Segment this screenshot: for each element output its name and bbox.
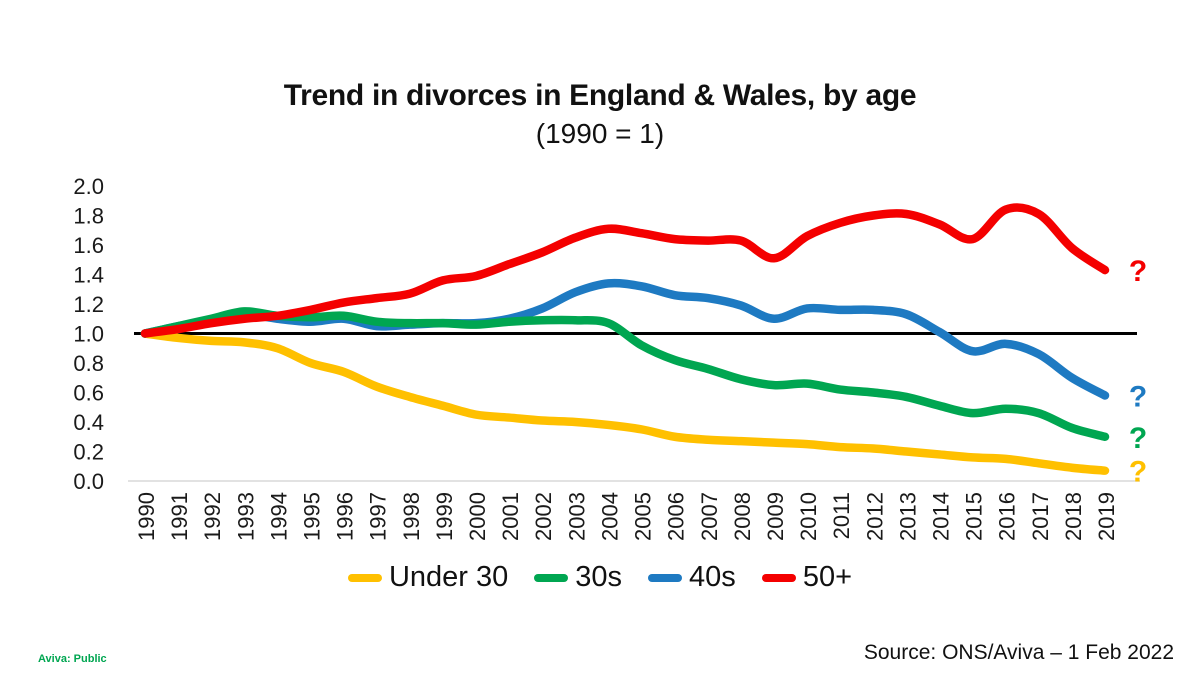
legend-item-30s: 30s (534, 561, 622, 594)
y-axis-label: 0.8 (73, 351, 104, 376)
x-axis-label: 2008 (730, 492, 755, 541)
question-mark-annotation-30s: ? (1129, 422, 1147, 455)
x-axis-label: 2017 (1028, 492, 1053, 541)
legend-swatch-50plus (761, 573, 796, 582)
x-axis-label: 2012 (862, 492, 887, 541)
x-axis-label: 1994 (266, 492, 291, 541)
y-axis-label: 2.0 (73, 174, 104, 199)
x-axis-label: 2018 (1061, 492, 1086, 541)
legend-item-50plus: 50+ (761, 561, 853, 594)
x-axis-label: 1991 (167, 492, 192, 541)
y-axis-label: 1.4 (73, 263, 104, 288)
legend-swatch-40s (648, 573, 683, 582)
legend-swatch-under-30 (347, 573, 382, 582)
legend-label-50plus: 50+ (802, 561, 853, 593)
x-axis-label: 2001 (498, 492, 523, 541)
source-text: Source: ONS/Aviva – 1 Feb 2022 (863, 641, 1174, 664)
x-axis-label: 2019 (1094, 492, 1119, 541)
y-axis-label: 0.2 (73, 440, 104, 465)
y-axis-label: 1.0 (73, 322, 104, 347)
x-axis-label: 2004 (597, 492, 622, 541)
y-axis-label: 0.0 (73, 469, 104, 494)
series-line-40s (140, 278, 1110, 400)
y-axis-label: 0.4 (73, 410, 104, 435)
legend-swatch-30s (534, 573, 569, 582)
x-axis-label: 2003 (564, 492, 589, 541)
x-axis-label: 1992 (200, 492, 225, 541)
x-axis-label: 2010 (796, 492, 821, 541)
question-mark-annotation-40s: ? (1129, 380, 1147, 413)
x-axis-label: 1990 (134, 492, 159, 541)
chart-legend: Under 30 30s 40s 50+ (0, 561, 1200, 594)
x-axis-label: 1996 (333, 492, 358, 541)
series-line-under-30 (140, 329, 1110, 475)
x-axis-label: 2002 (531, 492, 556, 541)
x-axis-label: 2014 (928, 492, 953, 541)
x-axis-label: 1999 (432, 492, 457, 541)
x-axis-label: 2007 (697, 492, 722, 541)
chart-title: Trend in divorces in England & Wales, by… (283, 79, 917, 112)
series-line-30s (140, 307, 1110, 441)
x-axis-label: 2016 (995, 492, 1020, 541)
x-axis-label: 2009 (763, 492, 788, 541)
x-axis-label: 1998 (399, 492, 424, 541)
y-axis-label: 1.6 (73, 233, 104, 258)
question-mark-annotation-50: ? (1129, 255, 1147, 288)
legend-item-40s: 40s (648, 561, 736, 594)
legend-item-under-30: Under 30 (347, 561, 509, 594)
legend-label-40s: 40s (689, 561, 736, 593)
x-axis-label: 2005 (631, 492, 656, 541)
x-axis-label: 1997 (366, 492, 391, 541)
y-axis-label: 1.2 (73, 292, 104, 317)
y-axis-label: 1.8 (73, 204, 104, 229)
legend-label-under-30: Under 30 (388, 561, 509, 593)
y-axis-label: 0.6 (73, 381, 104, 406)
legend-label-30s: 30s (575, 561, 623, 593)
x-axis-label: 2006 (664, 492, 689, 541)
x-axis-label: 1995 (300, 492, 325, 541)
chart-subtitle: (1990 = 1) (535, 118, 665, 149)
series-line-50 (140, 203, 1110, 338)
question-mark-annotation-under-30: ? (1129, 456, 1147, 489)
x-axis-label: 2000 (465, 492, 490, 541)
x-axis-label: 2013 (895, 492, 920, 541)
x-axis-label: 2015 (962, 492, 987, 541)
x-axis-label: 2011 (829, 492, 854, 539)
classification-label: Aviva: Public (38, 653, 107, 665)
x-axis-label: 1993 (233, 492, 258, 541)
